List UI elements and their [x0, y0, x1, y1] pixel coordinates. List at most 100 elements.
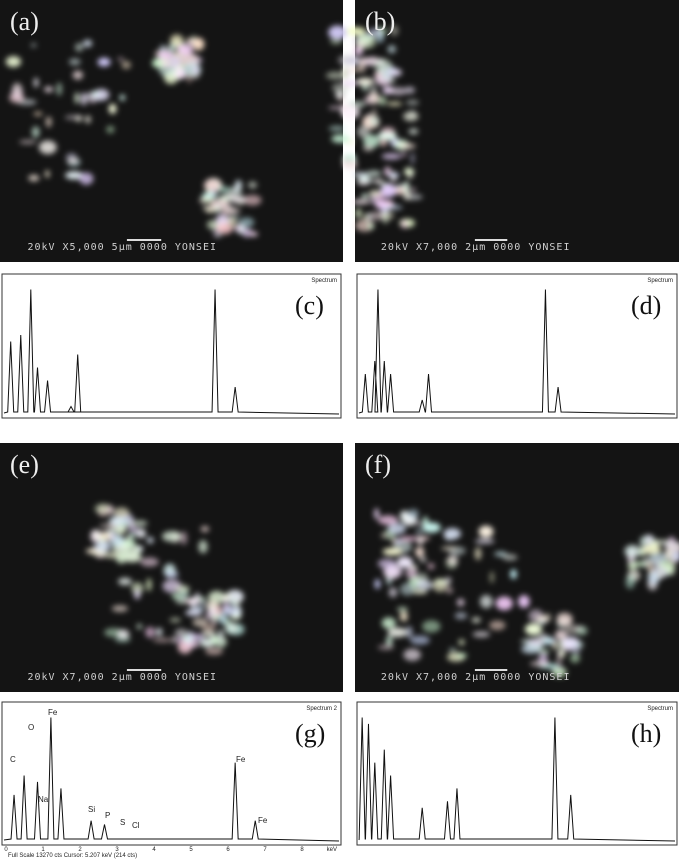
sem-info: 20kV X7,000 2µm 0000 YONSEI — [27, 672, 217, 683]
particle — [394, 538, 403, 544]
particle — [403, 111, 419, 122]
particle — [140, 557, 159, 567]
spectrum-title: Spectrum — [647, 706, 673, 712]
particle — [346, 27, 366, 36]
x-unit: keV — [327, 847, 337, 853]
spectrum-trace — [3, 289, 340, 415]
particle — [403, 180, 410, 194]
particle — [369, 115, 380, 127]
particle — [127, 533, 136, 539]
particle — [158, 65, 175, 77]
particle — [12, 82, 22, 97]
x-tick-label: 2 — [78, 847, 82, 853]
particle — [234, 180, 243, 191]
particle — [556, 655, 562, 667]
particle — [230, 196, 248, 204]
particle — [478, 525, 494, 538]
particle — [543, 637, 555, 645]
particle — [226, 589, 244, 604]
particle — [169, 42, 174, 54]
particle — [382, 547, 403, 556]
particle — [331, 134, 350, 143]
particle — [201, 192, 219, 199]
particle — [456, 652, 468, 659]
particle — [217, 186, 231, 193]
particle — [380, 532, 388, 539]
particle — [554, 629, 568, 641]
panel-label: (g) — [295, 719, 325, 748]
particle — [121, 60, 131, 70]
particle — [625, 575, 635, 589]
particle — [201, 623, 216, 632]
panel-label: (f) — [365, 450, 391, 479]
particle — [31, 126, 40, 138]
particle — [349, 67, 367, 73]
particle — [328, 125, 346, 132]
spectrum-frame — [356, 701, 678, 846]
panel-label: (a) — [10, 7, 39, 36]
particle — [198, 540, 208, 554]
particle — [5, 56, 22, 68]
x-tick-label: 0 — [4, 847, 8, 853]
particle — [189, 597, 197, 608]
particle — [377, 131, 397, 141]
particle — [80, 92, 87, 106]
particle — [159, 44, 167, 54]
particle — [419, 556, 427, 563]
particle — [134, 589, 141, 600]
particle — [443, 527, 461, 540]
particle — [569, 653, 581, 663]
particle — [131, 520, 148, 527]
particle — [218, 196, 232, 201]
particle — [331, 82, 350, 93]
particle — [399, 143, 416, 150]
texture — [85, 503, 245, 655]
particle — [528, 639, 542, 645]
particle — [456, 598, 465, 607]
particle — [356, 77, 374, 86]
particle — [234, 605, 242, 618]
particle — [449, 647, 456, 652]
spectrum-frame — [356, 273, 678, 419]
sem-info: 20kV X5,000 5µm 0000 YONSEI — [27, 242, 217, 253]
panel: 20kV X7,000 2µm 0000 YONSEI (b) — [325, 0, 679, 262]
particle — [489, 620, 506, 631]
particle — [672, 550, 679, 562]
particle — [117, 57, 124, 62]
particle — [106, 125, 115, 134]
particle — [417, 521, 422, 527]
particle — [174, 584, 190, 593]
particle — [377, 644, 395, 650]
particle — [362, 145, 374, 152]
particle — [446, 558, 456, 563]
particle — [471, 617, 481, 623]
particle — [205, 600, 219, 612]
particle — [136, 623, 143, 630]
particle — [92, 91, 99, 97]
particle — [330, 38, 343, 45]
particle — [146, 536, 154, 544]
particle — [383, 75, 392, 81]
panel-label: (b) — [365, 7, 395, 36]
particle — [45, 116, 52, 128]
particle — [416, 536, 424, 545]
particle — [97, 57, 111, 67]
particle — [355, 208, 362, 219]
particle — [109, 526, 127, 533]
particle — [180, 531, 188, 545]
particle — [495, 596, 513, 611]
panel-label: (d) — [631, 291, 661, 320]
particle — [200, 526, 210, 532]
particle — [156, 627, 163, 637]
particle — [231, 623, 238, 633]
particle — [381, 153, 402, 160]
particle — [432, 578, 448, 593]
particle — [92, 530, 102, 541]
peak-label: S — [120, 818, 125, 827]
particle — [33, 77, 39, 88]
particle — [409, 635, 430, 645]
panel: 20kV X7,000 2µm 0000 YONSEI (e) — [0, 443, 343, 692]
particle — [368, 211, 385, 221]
particle — [201, 630, 216, 637]
particle — [119, 94, 126, 101]
